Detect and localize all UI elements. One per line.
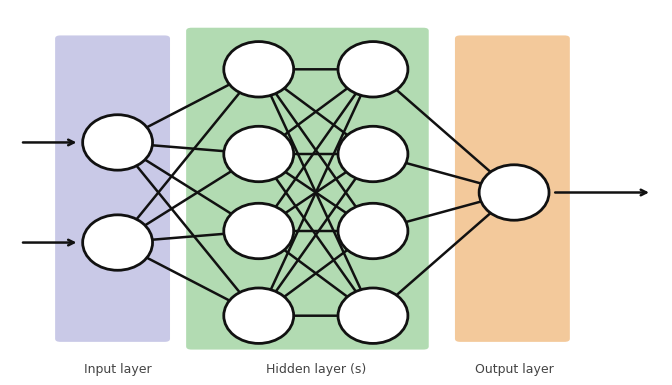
Ellipse shape	[338, 126, 408, 182]
Text: Hidden layer (s): Hidden layer (s)	[265, 363, 366, 376]
Ellipse shape	[224, 203, 294, 259]
Ellipse shape	[224, 288, 294, 343]
Ellipse shape	[338, 42, 408, 97]
Ellipse shape	[224, 126, 294, 182]
FancyBboxPatch shape	[455, 35, 570, 342]
Text: Output layer: Output layer	[474, 363, 554, 376]
Ellipse shape	[83, 215, 153, 270]
Ellipse shape	[338, 288, 408, 343]
Ellipse shape	[338, 203, 408, 259]
FancyBboxPatch shape	[186, 28, 429, 350]
Text: Input layer: Input layer	[84, 363, 151, 376]
Ellipse shape	[83, 115, 153, 170]
FancyBboxPatch shape	[55, 35, 170, 342]
Ellipse shape	[479, 165, 549, 220]
Ellipse shape	[224, 42, 294, 97]
